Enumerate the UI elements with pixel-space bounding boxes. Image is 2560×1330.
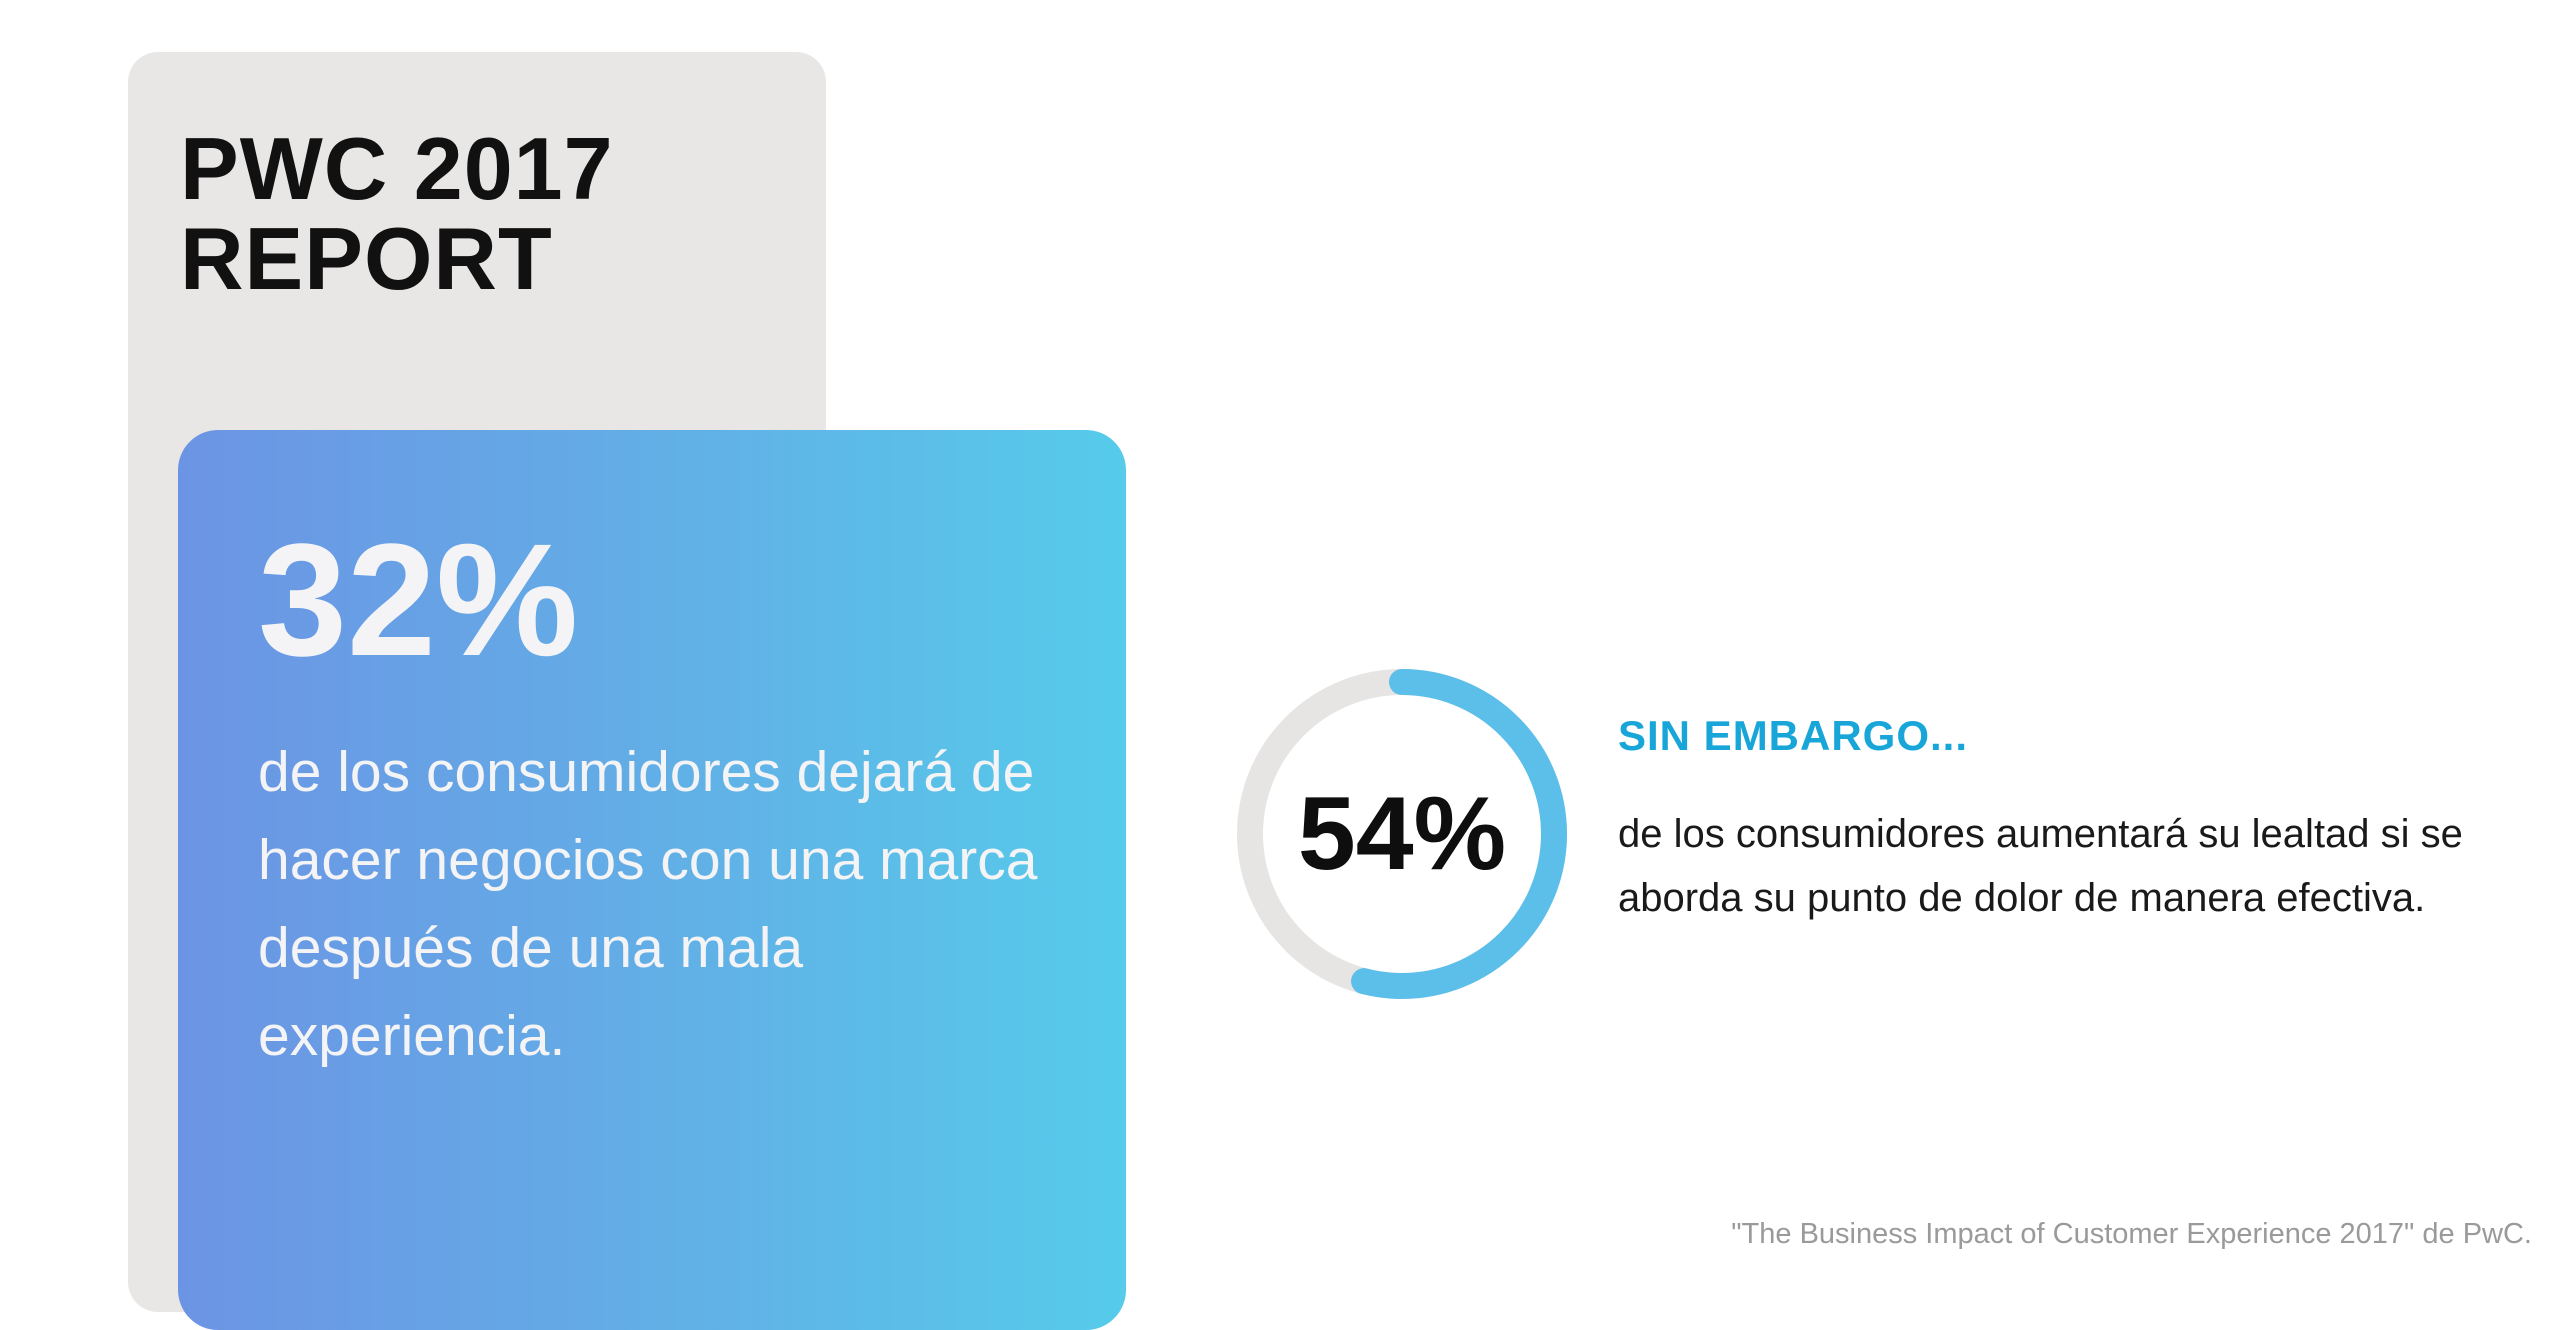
however-heading: SIN EMBARGO... xyxy=(1618,712,1969,759)
donut-progress-arc xyxy=(1237,669,1567,999)
donut-percentage: 54% xyxy=(1297,775,1507,892)
source-citation: "The Business Impact of Customer Experie… xyxy=(1731,1218,2532,1250)
stat-percentage: 32% xyxy=(258,510,579,689)
report-title-line-1: PWC 2017 xyxy=(180,119,614,218)
report-title: PWC 2017 REPORT xyxy=(180,124,614,304)
however-description: de los consumidores aumentará su lealtad… xyxy=(1618,812,2463,920)
donut-chart xyxy=(1237,669,1567,999)
stat-card: 32% de los consumidores dejará de hacer … xyxy=(178,430,1126,1330)
stat-description: de los consumidores dejará de hacer nego… xyxy=(258,740,1038,1068)
report-title-line-2: REPORT xyxy=(180,209,553,308)
